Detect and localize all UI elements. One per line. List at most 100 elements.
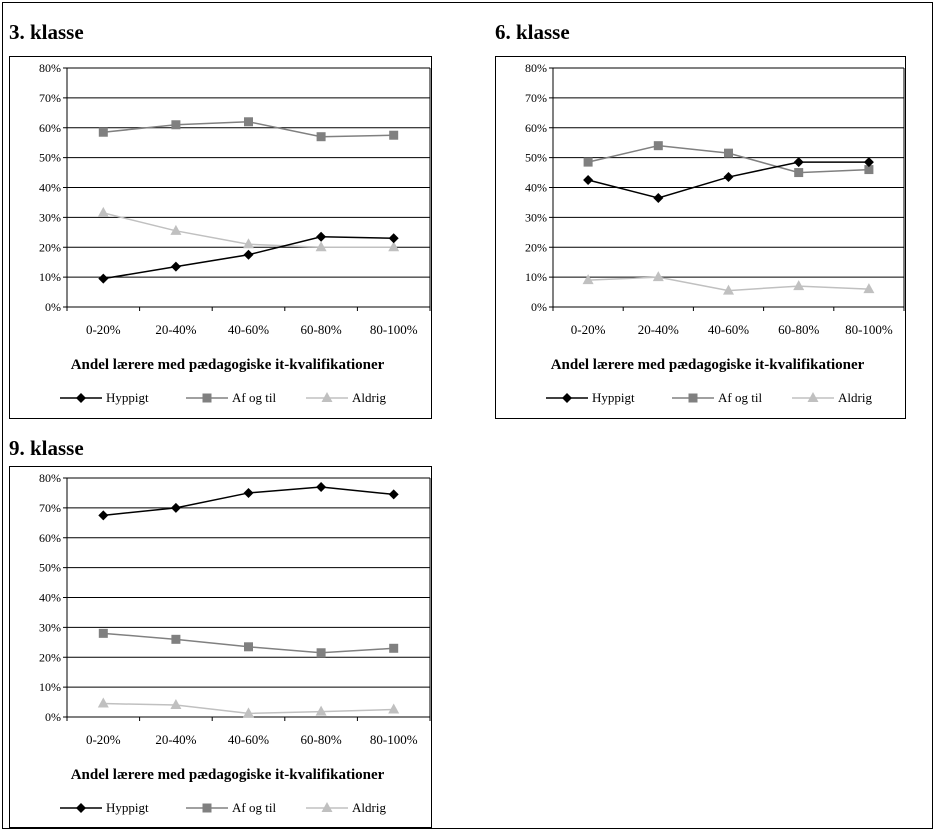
y-tick-label: 70% (39, 91, 61, 105)
data-point (170, 699, 182, 710)
data-point (863, 157, 874, 168)
y-tick-label: 0% (531, 300, 547, 314)
y-tick-label: 40% (525, 181, 547, 195)
data-point (388, 489, 399, 500)
data-point (724, 148, 733, 158)
data-point (171, 634, 181, 644)
x-axis-title: Andel lærere med pædagogiske it-kvalifik… (71, 357, 385, 373)
x-tick-label: 20-40% (638, 322, 679, 337)
data-point (389, 643, 399, 653)
data-point (243, 249, 254, 260)
data-point (170, 224, 182, 235)
data-point (793, 157, 804, 168)
data-point (170, 502, 181, 513)
data-point (652, 271, 664, 282)
x-tick-label: 0-20% (86, 732, 121, 747)
data-point (316, 481, 327, 492)
data-point (388, 703, 400, 714)
legend-label: Af og til (232, 390, 276, 405)
x-tick-label: 40-60% (228, 732, 269, 747)
legend-marker (202, 393, 212, 403)
data-point (583, 175, 594, 186)
legend-marker (562, 393, 572, 403)
legend-marker (807, 392, 819, 402)
data-point (793, 280, 805, 291)
legend-label: Hyppigt (106, 390, 149, 405)
data-point (863, 283, 875, 294)
y-tick-label: 60% (39, 531, 61, 545)
y-tick-label: 80% (525, 61, 547, 75)
data-point (315, 241, 327, 252)
legend-label: Aldrig (838, 390, 872, 405)
data-point (723, 284, 734, 295)
data-point (388, 233, 399, 244)
legend-marker (321, 802, 333, 812)
data-point (723, 172, 734, 183)
legend-marker (76, 393, 86, 403)
legend-marker (76, 803, 86, 813)
data-point (316, 648, 326, 658)
data-point (389, 130, 399, 140)
data-point (388, 241, 400, 252)
legend-marker (321, 392, 333, 402)
data-point (243, 707, 254, 718)
y-tick-label: 60% (525, 121, 547, 135)
y-tick-label: 10% (525, 270, 547, 284)
data-point (98, 273, 109, 284)
chart-svg: 0% 10% 20% 30% 40% 50% 60% 70% 80% 0-20% 20-40% 40-… (39, 471, 431, 815)
x-tick-label: 40-60% (228, 322, 269, 337)
x-axis-title: Andel lærere med pædagogiske it-kvalifik… (551, 357, 865, 373)
panel-title: 6. klasse (495, 20, 570, 44)
y-tick-label: 20% (39, 650, 61, 664)
x-tick-label: 20-40% (155, 322, 196, 337)
panel-title: 3. klasse (9, 20, 84, 44)
data-point (582, 274, 594, 285)
data-point (243, 238, 254, 249)
data-point (583, 157, 593, 167)
legend-label: Hyppigt (592, 390, 635, 405)
x-tick-label: 80-100% (370, 322, 418, 337)
data-point (97, 697, 109, 708)
y-tick-label: 30% (39, 210, 61, 224)
y-tick-label: 20% (525, 240, 547, 254)
y-tick-label: 80% (39, 471, 61, 485)
data-point (316, 231, 327, 242)
y-tick-label: 50% (39, 561, 61, 575)
x-tick-label: 80-100% (845, 322, 893, 337)
data-point (864, 165, 874, 175)
legend-label: Af og til (232, 800, 276, 815)
y-tick-label: 40% (39, 591, 61, 605)
data-point (653, 141, 663, 151)
x-tick-label: 60-80% (301, 322, 342, 337)
y-tick-label: 70% (39, 501, 61, 515)
y-tick-label: 40% (39, 181, 61, 195)
legend-marker (202, 803, 212, 813)
data-point (316, 132, 326, 142)
chart-svg: 0% 10% 20% 30% 40% 50% 60% 70% 80% 0-20% 20-40% 40-… (525, 61, 905, 405)
y-tick-label: 0% (45, 710, 61, 724)
chart-svg: 0% 10% 20% 30% 40% 50% 60% 70% 80% 0-20% 20-40% 40-… (39, 61, 431, 405)
x-tick-label: 60-80% (778, 322, 819, 337)
data-point (170, 261, 181, 272)
data-point (244, 642, 253, 652)
data-point (794, 168, 804, 178)
y-tick-label: 10% (39, 270, 61, 284)
y-tick-label: 0% (45, 300, 61, 314)
data-point (98, 628, 108, 638)
y-tick-label: 50% (39, 151, 61, 165)
x-axis-title: Andel lærere med pædagogiske it-kvalifik… (71, 767, 385, 783)
y-tick-label: 70% (525, 91, 547, 105)
data-point (315, 705, 327, 716)
chart-3-klasse: 0% 10% 20% 30% 40% 50% 60% 70% 80% 0-20% 20-40% 40-… (9, 56, 432, 419)
y-tick-label: 60% (39, 121, 61, 135)
legend-marker (688, 393, 698, 403)
data-point (171, 120, 181, 130)
x-tick-label: 40-60% (708, 322, 749, 337)
chart-9-klasse: 0% 10% 20% 30% 40% 50% 60% 70% 80% 0-20% 20-40% 40-… (9, 466, 432, 828)
x-tick-label: 20-40% (155, 732, 196, 747)
legend-label: Hyppigt (106, 800, 149, 815)
panel-title: 9. klasse (9, 436, 84, 460)
chart-6-klasse: 0% 10% 20% 30% 40% 50% 60% 70% 80% 0-20% 20-40% 40-… (495, 56, 906, 419)
y-tick-label: 20% (39, 240, 61, 254)
